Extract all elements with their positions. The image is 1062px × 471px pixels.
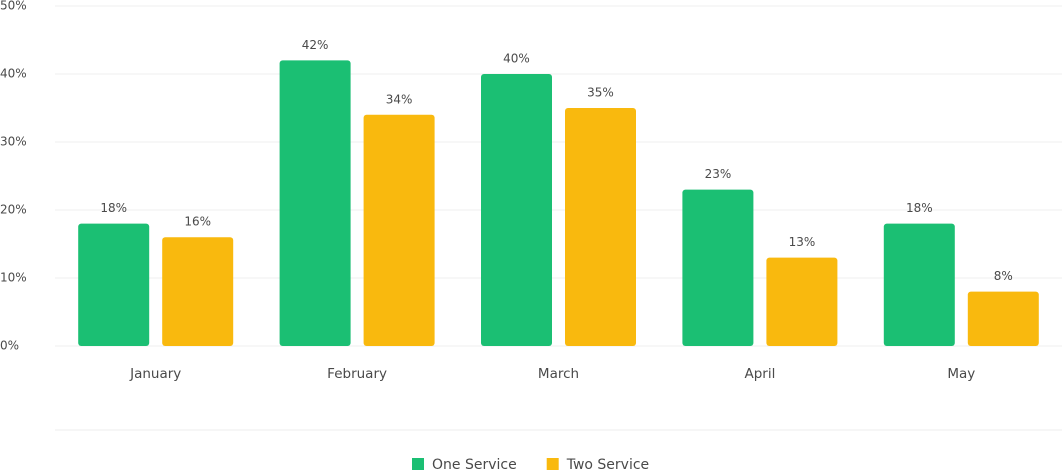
y-tick-label: 20% [0, 203, 27, 217]
bar [162, 237, 234, 346]
bar [967, 291, 1039, 346]
bar [279, 60, 351, 347]
bar [565, 108, 636, 346]
x-tick-label: April [744, 366, 775, 382]
data-label: 18% [100, 201, 127, 215]
y-tick-label: 0% [0, 339, 19, 353]
data-label: 23% [705, 167, 732, 181]
bar [766, 257, 838, 346]
data-label: 40% [503, 52, 530, 66]
x-tick-label: March [538, 366, 579, 382]
data-label: 34% [386, 92, 413, 106]
data-label: 18% [906, 201, 933, 215]
y-tick-label: 50% [0, 0, 27, 13]
y-tick-label: 10% [0, 271, 27, 285]
bar [363, 114, 435, 346]
x-tick-label: May [947, 366, 975, 382]
legend-swatch [412, 458, 424, 470]
legend-label: Two Service [566, 457, 649, 471]
data-label: 13% [789, 235, 816, 249]
bar [883, 223, 955, 346]
y-tick-label: 40% [0, 67, 27, 81]
bar [682, 189, 754, 346]
x-tick-label: February [327, 366, 387, 382]
data-label: 42% [302, 38, 329, 52]
y-tick-label: 30% [0, 135, 27, 149]
data-label: 16% [184, 215, 211, 229]
data-label: 8% [994, 269, 1013, 283]
x-tick-label: January [129, 366, 181, 382]
legend-swatch [546, 458, 559, 470]
legend-label: One Service [432, 457, 517, 471]
bar [481, 74, 552, 346]
data-label: 35% [587, 86, 614, 100]
bar [78, 223, 150, 346]
